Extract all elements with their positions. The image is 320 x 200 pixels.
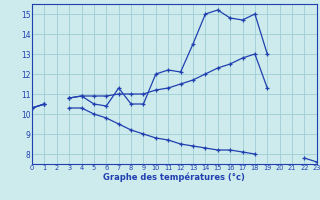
X-axis label: Graphe des températures (°c): Graphe des températures (°c) bbox=[103, 173, 245, 182]
